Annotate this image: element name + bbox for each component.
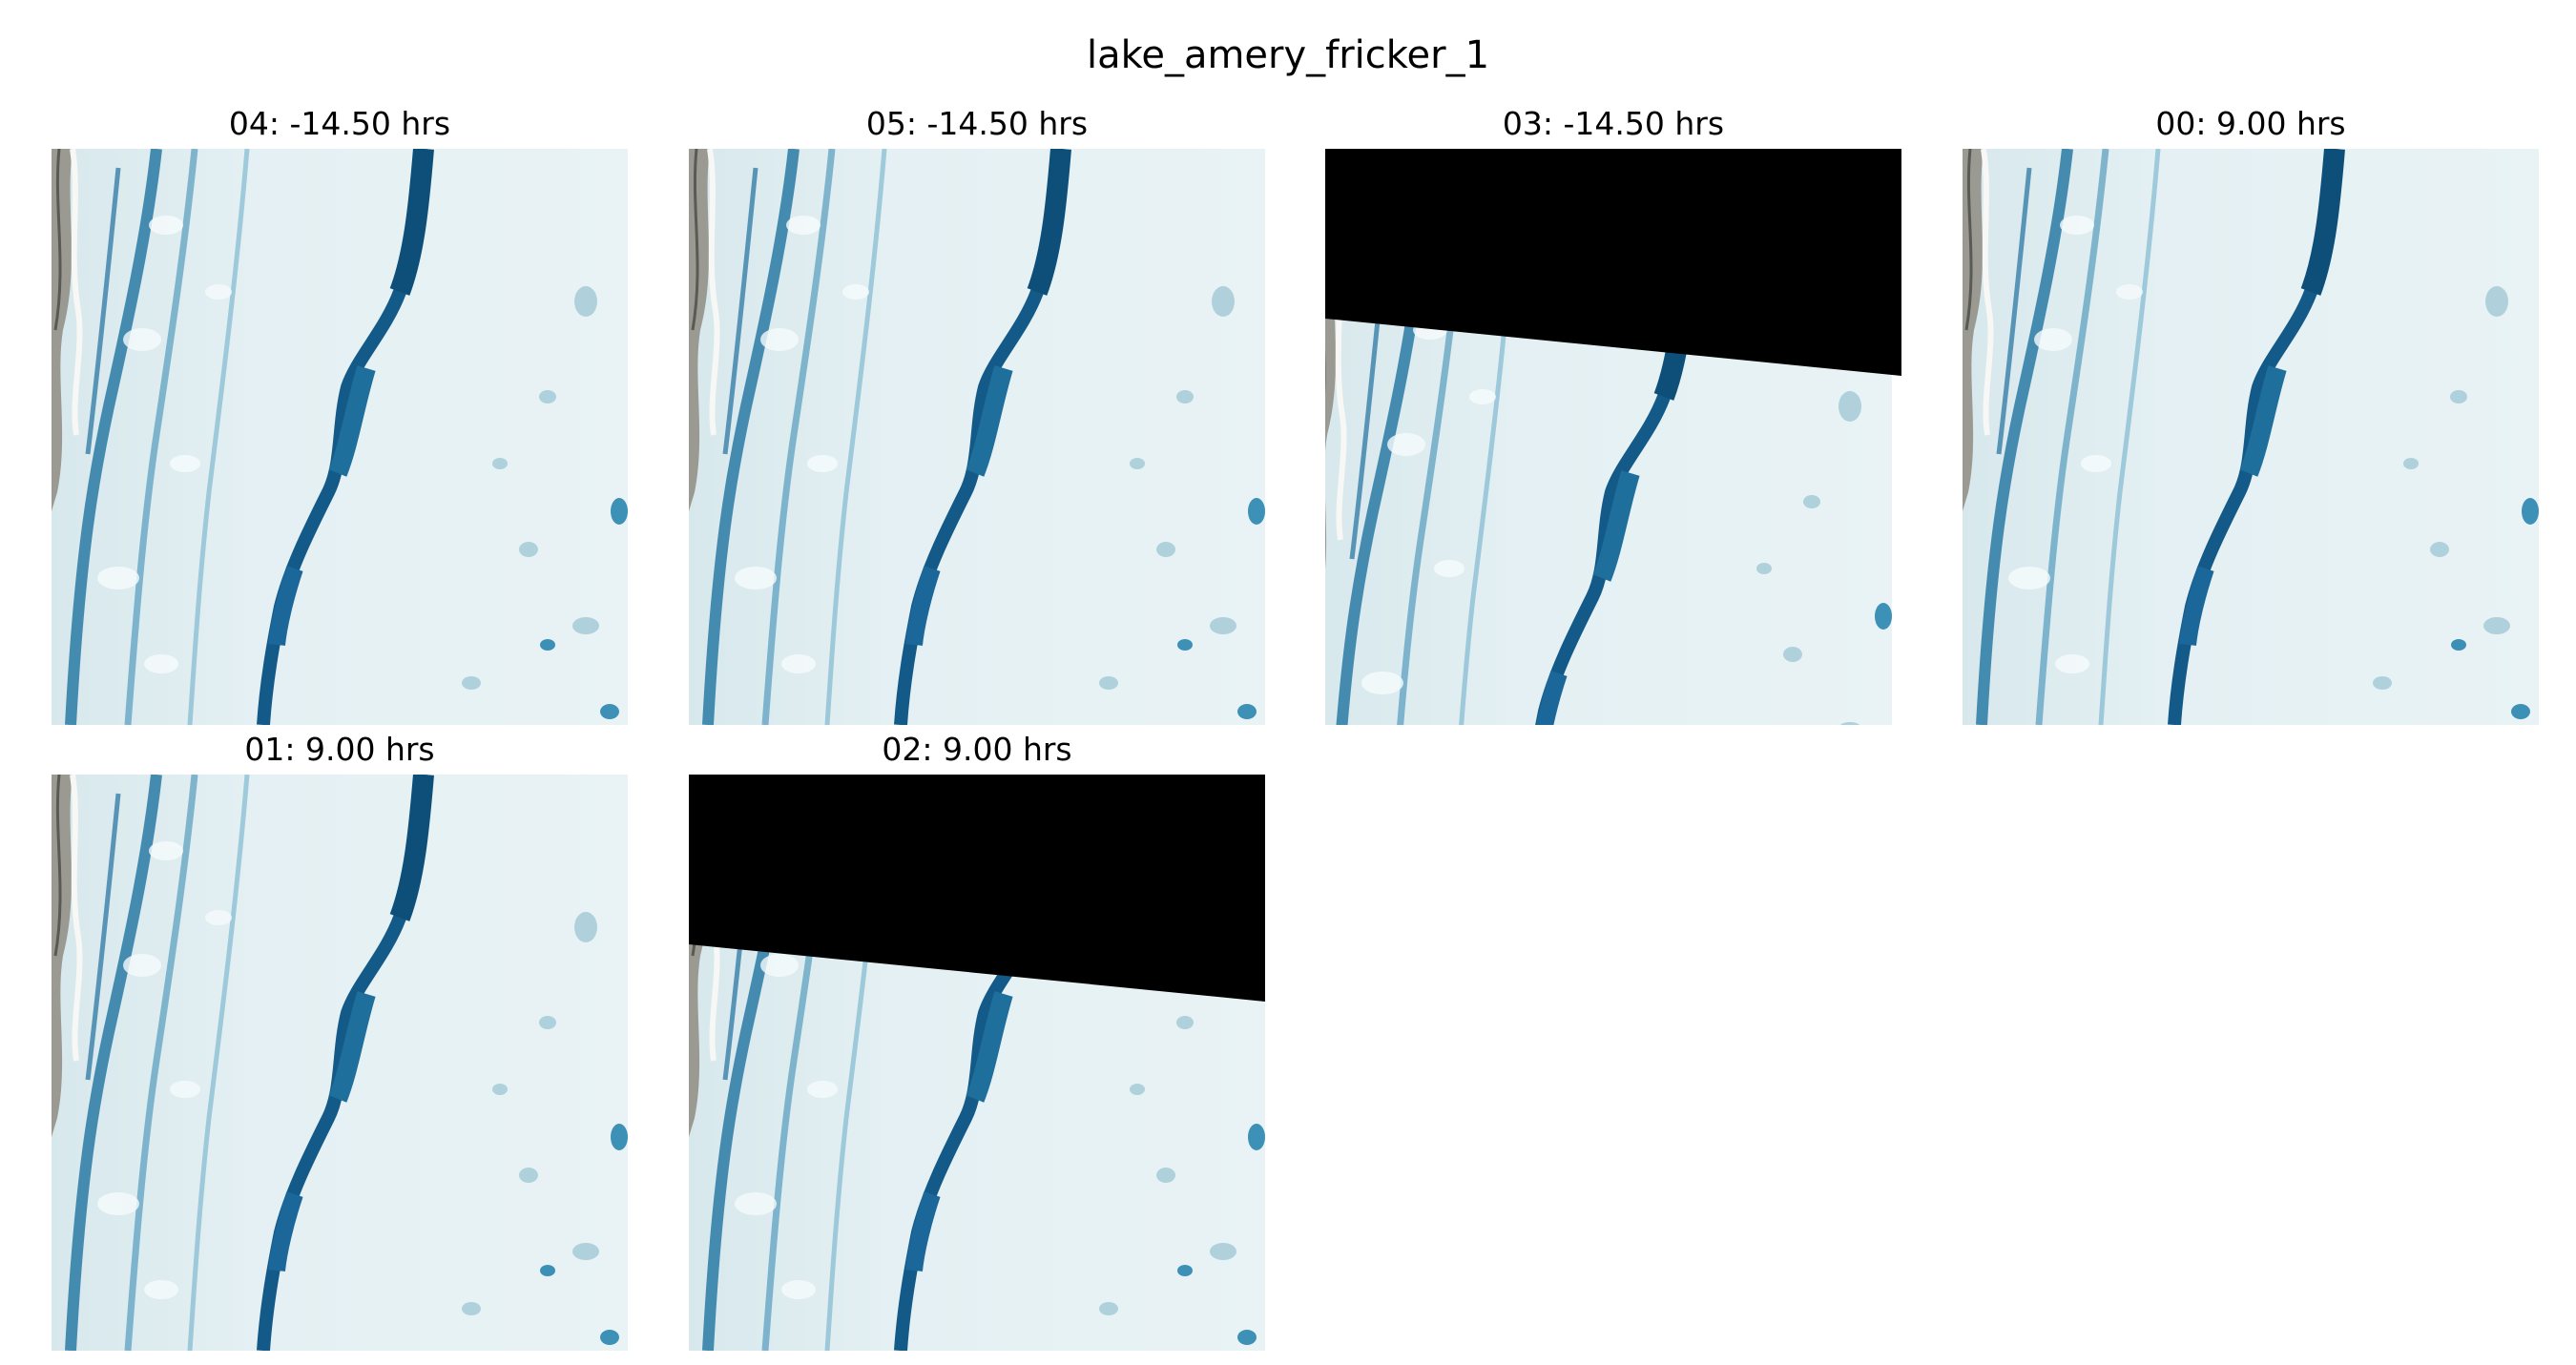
panel-01: 01: 9.00 hrs: [52, 731, 628, 1351]
panel-03: 03: -14.50 hrs: [1325, 105, 1901, 725]
figure-title: lake_amery_fricker_1: [1086, 33, 1490, 77]
panel-title: 01: 9.00 hrs: [244, 731, 435, 768]
panel-title: 00: 9.00 hrs: [2155, 105, 2346, 142]
satellite-tile-02: [689, 775, 1265, 1351]
panel-title: 03: -14.50 hrs: [1502, 105, 1725, 142]
nodata-region: [1325, 149, 1901, 376]
panel-02: 02: 9.00 hrs: [689, 731, 1265, 1351]
satellite-tile-01: [52, 775, 628, 1351]
satellite-tile-05: [689, 149, 1265, 725]
panel-04: 04: -14.50 hrs: [52, 105, 628, 725]
panel-title: 05: -14.50 hrs: [865, 105, 1089, 142]
satellite-tile-03: [1325, 149, 1901, 725]
satellite-tile-04: [52, 149, 628, 725]
nodata-region: [689, 775, 1265, 1002]
panel-title: 04: -14.50 hrs: [228, 105, 451, 142]
panel-05: 05: -14.50 hrs: [689, 105, 1265, 725]
satellite-tile-00: [1963, 149, 2539, 725]
panel-title: 02: 9.00 hrs: [882, 731, 1072, 768]
panel-00: 00: 9.00 hrs: [1963, 105, 2539, 725]
